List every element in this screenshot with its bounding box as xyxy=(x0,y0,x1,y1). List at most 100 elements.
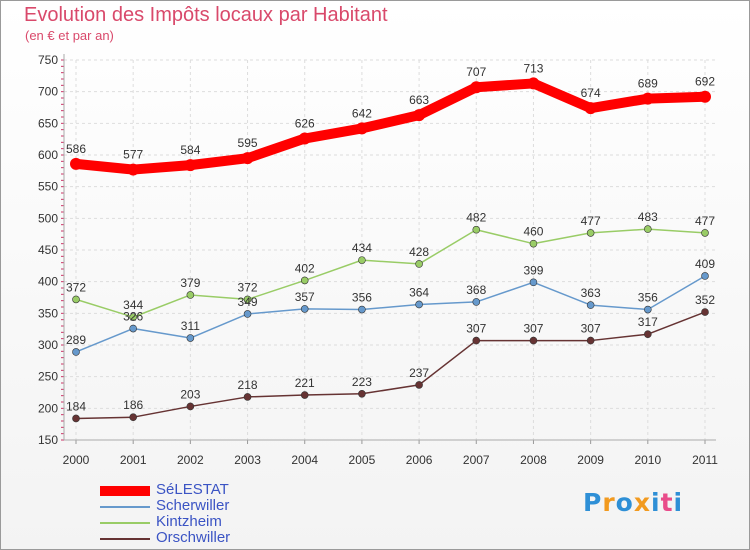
data-point xyxy=(129,313,137,321)
data-point xyxy=(127,163,140,176)
data-point xyxy=(300,391,309,399)
logo-letter: i xyxy=(673,488,684,517)
data-label: 477 xyxy=(695,214,715,228)
data-point xyxy=(243,295,252,304)
data-label: 626 xyxy=(295,117,315,131)
logo-letter: i xyxy=(651,488,661,517)
chart-subtitle: (en € et par an) xyxy=(25,28,114,43)
data-point xyxy=(701,229,709,237)
data-label: 307 xyxy=(466,322,486,336)
data-label: 460 xyxy=(523,225,543,239)
data-label: 326 xyxy=(123,310,143,324)
x-tick-label: 2000 xyxy=(63,453,90,467)
data-label: 434 xyxy=(352,241,372,255)
data-point xyxy=(300,305,309,313)
legend-swatch xyxy=(100,538,150,540)
x-tick-label: 2005 xyxy=(349,453,376,467)
x-tick-label: 2007 xyxy=(463,453,490,467)
logo-letter: P xyxy=(583,488,603,517)
data-label: 402 xyxy=(295,261,315,275)
data-point xyxy=(415,381,423,389)
y-tick-label: 400 xyxy=(38,275,58,289)
data-label: 372 xyxy=(66,280,86,294)
data-labels: 184 186 203 218 221 223 237 307 307 307 317 352 289 3… xyxy=(66,61,715,413)
data-label: 483 xyxy=(638,210,658,224)
data-point xyxy=(644,330,652,339)
data-point xyxy=(70,157,82,170)
data-point xyxy=(186,402,195,411)
data-label: 356 xyxy=(638,291,658,305)
data-label: 357 xyxy=(295,290,315,304)
data-point xyxy=(586,229,595,237)
data-point xyxy=(186,291,195,299)
data-label: 289 xyxy=(66,333,86,347)
legend-label: Kintzheim xyxy=(156,513,222,530)
data-label: 428 xyxy=(409,245,429,259)
x-tick-label: 2002 xyxy=(177,453,204,467)
data-point xyxy=(72,414,80,423)
data-point xyxy=(72,348,80,356)
data-label: 707 xyxy=(466,65,486,79)
logo-letter: o xyxy=(615,488,634,517)
data-point xyxy=(358,305,366,314)
data-point xyxy=(699,90,711,103)
data-point xyxy=(355,122,368,135)
data-label: 184 xyxy=(66,399,86,413)
data-label: 577 xyxy=(123,148,143,162)
data-point xyxy=(644,225,652,233)
data-label: 482 xyxy=(466,211,486,225)
x-tick-label: 2001 xyxy=(120,453,147,467)
logo-letter: r xyxy=(602,488,616,517)
y-tick-label: 600 xyxy=(38,148,58,162)
data-label: 349 xyxy=(238,295,258,309)
grid-lines xyxy=(64,59,716,441)
data-point xyxy=(529,278,538,287)
data-point xyxy=(129,324,137,333)
data-point xyxy=(129,413,137,422)
legend-label: SéLESTAT xyxy=(156,481,229,498)
y-tick-label: 700 xyxy=(38,85,58,99)
legend-swatch xyxy=(100,506,150,508)
data-point xyxy=(527,77,540,90)
x-tick-label: 2008 xyxy=(520,453,547,467)
series-line-sélestat xyxy=(71,78,710,175)
series-lines xyxy=(70,77,711,423)
data-label: 237 xyxy=(409,366,429,380)
data-label: 356 xyxy=(352,291,372,305)
data-label: 399 xyxy=(523,263,543,277)
data-point xyxy=(701,308,709,316)
series-line-kintzheim xyxy=(75,228,706,318)
y-tick-label: 300 xyxy=(38,338,58,352)
data-label: 203 xyxy=(180,387,200,401)
data-point xyxy=(472,225,481,234)
y-tick-label: 150 xyxy=(38,433,58,447)
data-label: 344 xyxy=(123,298,143,312)
data-label: 409 xyxy=(695,257,715,271)
x-tick-label: 2003 xyxy=(234,453,261,467)
chart-title: Evolution des Impôts locaux par Habitant xyxy=(24,4,388,26)
data-label: 642 xyxy=(352,106,372,120)
data-point xyxy=(701,272,709,280)
data-point xyxy=(415,260,423,268)
data-point xyxy=(186,334,195,342)
y-tick-label: 350 xyxy=(38,306,58,320)
data-point xyxy=(529,336,538,345)
data-label: 317 xyxy=(638,315,658,329)
axes: 150 200 250 300 350 400 450 500 550 600 650 700 750 2… xyxy=(38,53,718,467)
data-point xyxy=(586,336,595,345)
data-point xyxy=(243,310,252,318)
y-tick-label: 450 xyxy=(38,243,58,257)
data-point xyxy=(529,239,538,248)
data-label: 218 xyxy=(238,378,258,392)
x-tick-label: 2011 xyxy=(692,453,718,467)
data-label: 223 xyxy=(352,375,372,389)
y-tick-label: 250 xyxy=(38,370,58,384)
data-label: 363 xyxy=(581,286,601,300)
data-point xyxy=(470,81,483,94)
logo-letter: t xyxy=(660,488,674,517)
data-label: 584 xyxy=(180,143,200,157)
legend-swatch xyxy=(100,486,150,496)
data-point xyxy=(241,152,254,165)
data-label: 311 xyxy=(181,319,200,333)
